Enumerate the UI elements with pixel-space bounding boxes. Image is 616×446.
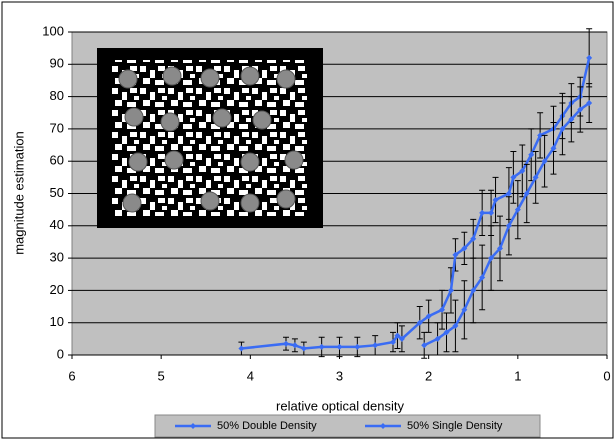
point <box>586 100 593 107</box>
point <box>559 125 566 132</box>
x-axis-title: relative optical density <box>276 398 404 413</box>
point <box>510 174 517 181</box>
point <box>354 343 361 350</box>
x-tick-label: 2 <box>425 368 432 383</box>
legend-marker <box>190 423 196 429</box>
point <box>336 343 343 350</box>
point <box>505 222 512 229</box>
legend-box <box>154 414 541 438</box>
point <box>416 319 423 326</box>
y-tick-label: 50 <box>50 185 64 200</box>
point <box>497 245 503 252</box>
y-tick-label: 70 <box>50 120 64 135</box>
x-tick-label: 6 <box>68 368 75 383</box>
point <box>283 340 289 347</box>
y-tick-label: 90 <box>50 56 64 71</box>
point <box>586 54 593 61</box>
point <box>470 287 477 294</box>
x-tick-label: 0 <box>603 368 610 383</box>
point <box>421 342 428 349</box>
point <box>443 329 450 336</box>
y-tick-label: 80 <box>50 88 64 103</box>
x-tick-label: 4 <box>247 368 254 383</box>
y-tick-label: 60 <box>50 153 64 168</box>
point <box>439 306 446 313</box>
point <box>479 274 486 281</box>
point <box>568 116 575 123</box>
point <box>238 345 245 352</box>
point <box>532 174 539 181</box>
legend-marker <box>380 423 386 429</box>
point <box>523 190 530 197</box>
point <box>492 196 499 203</box>
legend-label: 50% Double Density <box>217 420 317 432</box>
point <box>577 106 584 113</box>
point <box>528 151 535 158</box>
point <box>434 335 441 342</box>
point <box>398 335 405 342</box>
point <box>461 306 468 313</box>
point <box>425 313 432 320</box>
point <box>505 190 512 197</box>
point <box>452 322 459 329</box>
y-tick-label: 30 <box>50 250 64 265</box>
point <box>470 235 477 242</box>
y-tick-label: 10 <box>50 314 64 329</box>
point <box>291 342 298 349</box>
inset-image <box>97 48 323 228</box>
y-axis-title: magnitude estimation <box>11 131 26 255</box>
point <box>537 132 544 139</box>
point <box>461 245 468 252</box>
y-tick-label: 100 <box>42 23 64 38</box>
point <box>541 158 548 165</box>
y-tick-label: 40 <box>50 217 64 232</box>
point <box>514 206 521 213</box>
point <box>300 345 307 352</box>
point <box>447 287 454 294</box>
point <box>479 209 486 216</box>
x-tick-label: 1 <box>514 368 521 383</box>
y-tick-label: 0 <box>57 346 64 361</box>
point <box>390 339 396 346</box>
point <box>550 145 557 152</box>
point <box>372 342 379 349</box>
legend-label: 50% Single Density <box>407 420 503 432</box>
point <box>318 343 325 350</box>
point <box>452 251 459 258</box>
x-tick-label: 3 <box>336 368 343 383</box>
point <box>488 209 495 216</box>
point <box>488 255 495 262</box>
point <box>394 332 401 339</box>
y-tick-label: 20 <box>50 282 64 297</box>
x-tick-label: 5 <box>158 368 165 383</box>
point <box>519 167 526 174</box>
